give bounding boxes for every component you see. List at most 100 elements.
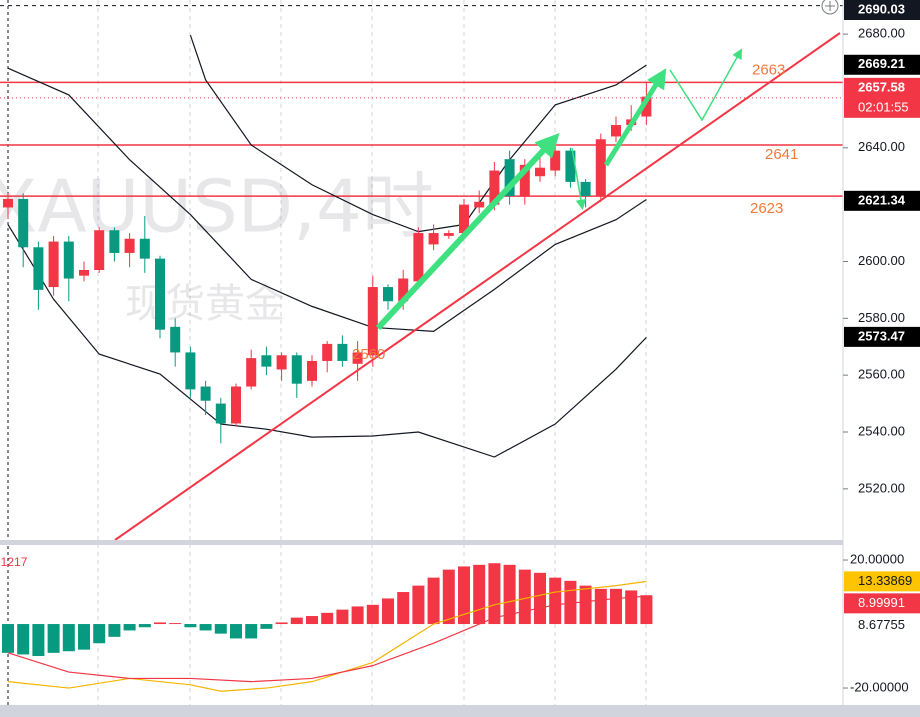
histogram-bar bbox=[351, 606, 364, 625]
level-label: 2623 bbox=[750, 200, 783, 217]
candle-body bbox=[291, 355, 302, 384]
y-tick-label: 2580.00 bbox=[858, 310, 905, 325]
histogram-bar bbox=[154, 622, 166, 625]
histogram-bar bbox=[534, 572, 546, 625]
histogram-bar bbox=[427, 577, 440, 625]
histogram-bar bbox=[321, 612, 334, 625]
candle-body bbox=[535, 167, 545, 177]
candle-body bbox=[139, 238, 150, 259]
macd-tag-label: 8.99991 bbox=[858, 595, 905, 610]
arrows bbox=[375, 48, 743, 331]
macd-line bbox=[7, 595, 647, 683]
price-tag-label: 2621.34 bbox=[858, 192, 906, 207]
candle-body bbox=[519, 164, 530, 197]
candle-body bbox=[459, 204, 469, 234]
macd-tag bbox=[844, 615, 920, 636]
watermark-name: 现货黄金 bbox=[125, 281, 285, 327]
candle-body bbox=[580, 181, 591, 197]
macd-tag bbox=[844, 593, 920, 614]
candle-body bbox=[367, 287, 378, 356]
price-tag bbox=[844, 77, 920, 118]
y-tick-label: 2600.00 bbox=[858, 253, 905, 268]
candle-body bbox=[413, 233, 424, 282]
candle-body bbox=[398, 278, 409, 302]
histogram-bar bbox=[579, 585, 592, 625]
candle-body bbox=[352, 352, 363, 364]
histogram-bar bbox=[78, 624, 90, 650]
histogram-bar bbox=[169, 623, 182, 625]
y-tick-label: -20.00000 bbox=[850, 679, 909, 694]
candle-body bbox=[155, 258, 165, 330]
candle-body bbox=[18, 198, 29, 248]
add-icon bbox=[825, 1, 835, 11]
histogram-bar bbox=[610, 588, 622, 625]
level-label: 2663 bbox=[752, 61, 785, 78]
histogram-bar bbox=[594, 588, 607, 625]
candle-body bbox=[565, 150, 576, 182]
histogram-bar bbox=[245, 624, 258, 639]
axis-labels: 2680.00 2640.00 2600.00 2580.00 2560.00 2540.… bbox=[843, 0, 920, 694]
candle-body bbox=[428, 233, 439, 245]
candle-body bbox=[504, 159, 515, 197]
candle-body bbox=[124, 238, 135, 253]
histogram-bar bbox=[32, 624, 45, 657]
y-tick-label: 2540.00 bbox=[858, 423, 905, 438]
macd-pane bbox=[2, 563, 653, 692]
candle-body bbox=[276, 355, 287, 370]
y-tick-label: 20.00000 bbox=[850, 551, 904, 566]
price-tag bbox=[844, 190, 920, 211]
price-tag-label: 2690.03 bbox=[858, 1, 905, 16]
histogram-bar bbox=[275, 622, 288, 625]
candle-body bbox=[489, 170, 500, 205]
histogram-bar bbox=[549, 577, 562, 625]
histogram-bar bbox=[382, 598, 394, 625]
histogram-bar bbox=[397, 592, 410, 625]
level-label: 2641 bbox=[765, 146, 798, 163]
histogram-bar bbox=[214, 624, 227, 634]
band-line bbox=[7, 67, 647, 333]
histogram-bar bbox=[564, 580, 577, 625]
candle-body bbox=[641, 96, 652, 117]
candle-body bbox=[185, 352, 196, 390]
countdown: 02:01:55 bbox=[858, 99, 909, 114]
histogram-bar bbox=[412, 585, 425, 625]
histogram-bar bbox=[108, 624, 121, 637]
candle-body bbox=[94, 230, 105, 270]
histogram-bar bbox=[93, 624, 106, 644]
annotation: 2560 bbox=[352, 346, 385, 363]
histogram-bar bbox=[488, 563, 501, 625]
candle-body bbox=[109, 230, 120, 253]
histogram-bar bbox=[290, 617, 303, 625]
histogram-bar bbox=[184, 624, 197, 628]
histogram-bar bbox=[336, 609, 349, 625]
candle-body bbox=[550, 150, 561, 171]
histogram-bar bbox=[138, 624, 151, 628]
price-tag bbox=[844, 54, 920, 75]
band-line bbox=[7, 224, 647, 458]
histogram-bar bbox=[366, 604, 379, 625]
macd-tag-label: 8.67755 bbox=[858, 617, 905, 632]
histogram-bar bbox=[199, 624, 212, 631]
histogram-bar bbox=[625, 590, 638, 625]
histogram-bar bbox=[2, 624, 14, 653]
price-pane bbox=[0, 5, 843, 458]
candle-body bbox=[33, 247, 44, 290]
histogram-bar bbox=[17, 624, 30, 655]
candle-body bbox=[322, 343, 333, 361]
y-tick-label: 2560.00 bbox=[858, 367, 905, 382]
macd-tag bbox=[844, 571, 920, 592]
pane-separator bbox=[0, 540, 920, 545]
price-tag-label: 2573.47 bbox=[858, 328, 905, 343]
candle-body bbox=[307, 360, 317, 381]
candle-body bbox=[337, 343, 348, 361]
trend-line bbox=[114, 32, 841, 541]
candle-body bbox=[63, 241, 74, 279]
candle-body bbox=[383, 287, 393, 302]
histogram-bar bbox=[123, 624, 136, 631]
y-tick-label: 2640.00 bbox=[858, 139, 905, 154]
candle-body bbox=[200, 386, 211, 401]
histogram-bar bbox=[503, 564, 516, 625]
histogram-bar bbox=[640, 595, 653, 625]
